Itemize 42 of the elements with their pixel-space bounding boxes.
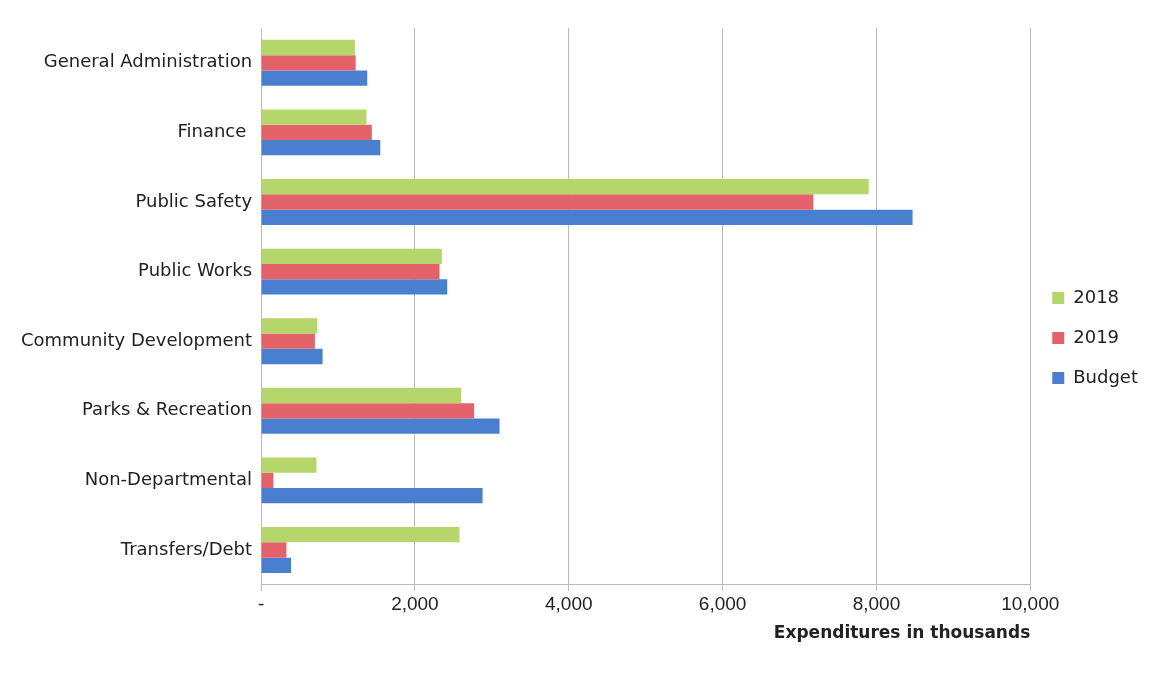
y-tick-label: Public Safety [135,189,253,211]
bar [261,55,356,71]
bar [261,194,814,210]
x-tick-label: 10,000 [1001,593,1060,615]
bar [261,542,287,558]
bar [261,387,462,404]
x-tick-label: - [257,593,265,615]
x-tick-label: 8,000 [852,593,901,615]
bar [261,488,483,504]
y-tick-label: Finance [177,120,253,142]
y-tick-label: Parks & Recreation [82,398,253,420]
y-tick-label: Transfers/Debt [119,537,253,559]
bar [261,457,317,473]
bar [261,209,913,225]
legend-label: 2019 [1073,325,1120,347]
bar [261,557,292,573]
bar [261,318,318,334]
x-axis-title: Expenditures in thousands [773,622,1031,643]
y-tick-label: Non-Departmental [84,468,253,490]
bar [261,39,355,56]
bar [261,418,500,434]
bar [261,472,274,489]
bar [261,527,460,543]
x-tick-label: 2,000 [391,593,439,615]
bar [261,348,323,365]
x-tick-label: 4,000 [544,593,593,615]
bar [261,403,475,419]
bar [261,263,440,280]
bar [261,140,381,156]
x-tick-label: 6,000 [698,593,747,615]
bar [261,109,367,125]
bar [261,248,442,264]
bar [261,124,372,141]
legend-label: Budget [1073,365,1139,387]
y-tick-label: Community Development [21,328,253,350]
bar [261,70,368,86]
legend-label: 2018 [1073,285,1120,307]
bar [261,279,448,295]
y-tick-label: Public Works [138,259,253,281]
y-tick-label: General Administration [43,50,253,72]
bar [261,333,315,349]
bar [261,179,869,195]
